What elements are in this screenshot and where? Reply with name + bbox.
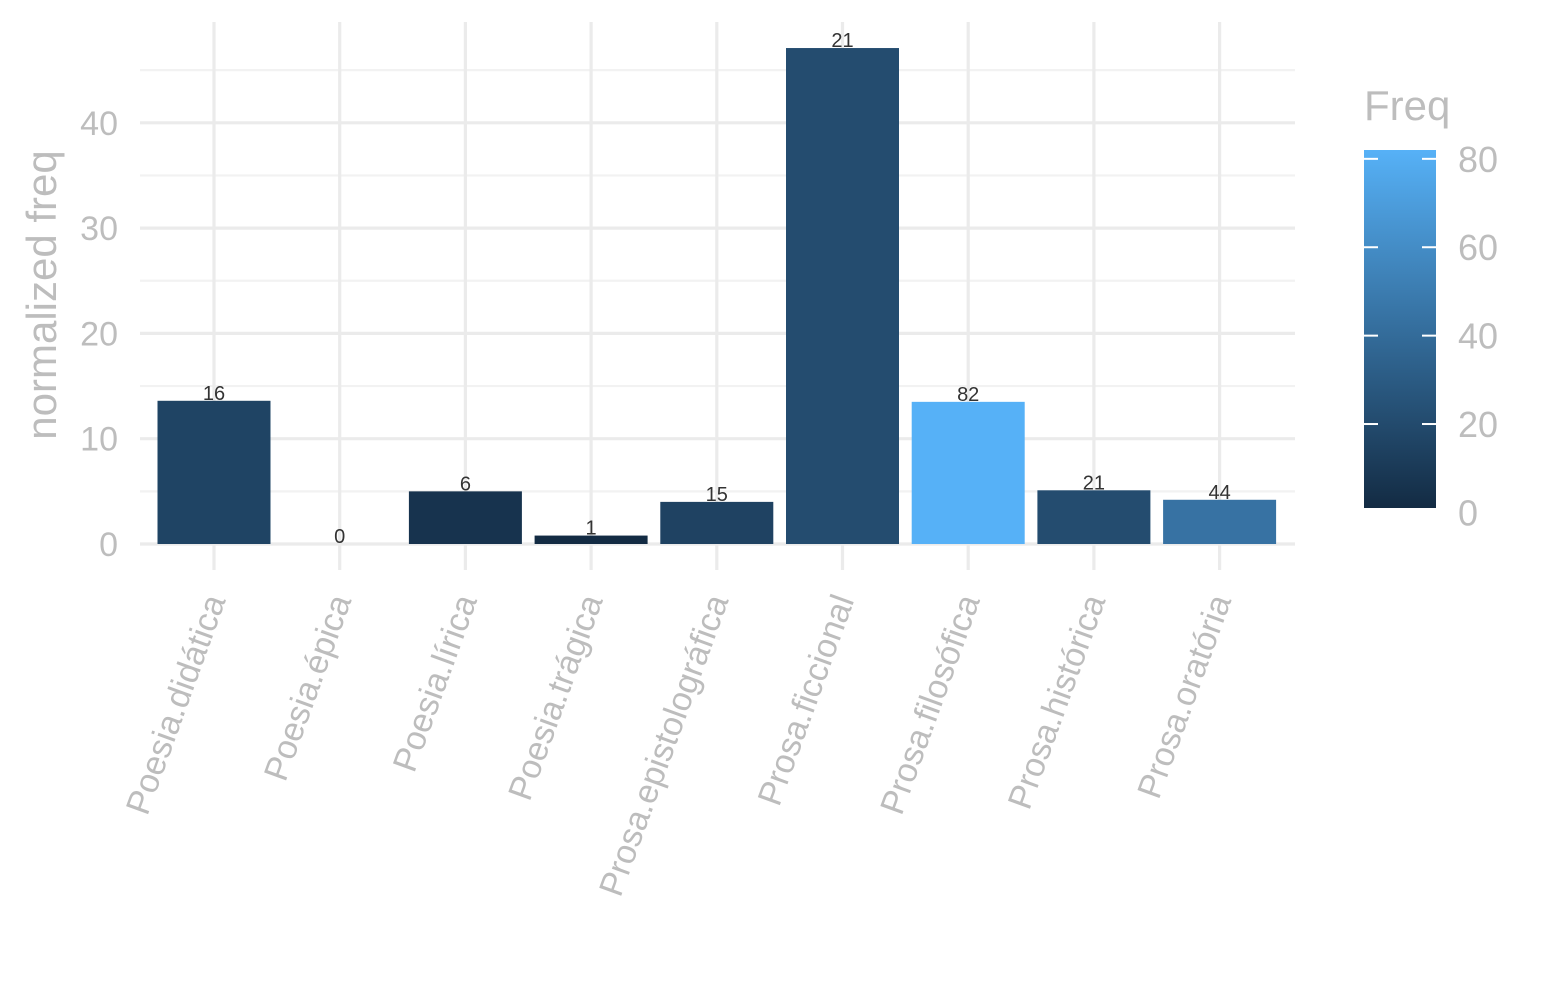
- bar: [157, 400, 271, 544]
- bar: [408, 491, 522, 544]
- x-tick-label: Prosa.histórica: [1001, 590, 1114, 814]
- bar: [1037, 490, 1151, 544]
- y-tick-label: 0: [99, 526, 118, 564]
- bar-data-label: 82: [957, 384, 979, 406]
- x-tick-label: Poesia.lírica: [386, 590, 485, 777]
- x-tick-label: Poesia.trágica: [501, 590, 610, 806]
- color-legend: Freq 0 20 40 60 80: [1364, 82, 1498, 533]
- bar-data-label: 44: [1208, 482, 1230, 504]
- x-axis: Poesia.didática Poesia.épica Poesia.lírica…: [119, 590, 1239, 901]
- bar-data-label: 15: [706, 484, 728, 506]
- bar-data-label: 16: [203, 383, 225, 405]
- bar: [1163, 499, 1277, 544]
- bar-data-label: 0: [334, 526, 345, 548]
- bar-data-label: 6: [460, 473, 471, 495]
- x-tick-label: Poesia.didática: [119, 590, 234, 820]
- y-axis: 0 10 20 30 40: [80, 105, 118, 564]
- bars: [157, 48, 1277, 545]
- x-tick-label: Prosa.ficcional: [751, 590, 862, 811]
- bar: [534, 535, 648, 544]
- bar: [911, 401, 1025, 544]
- x-tick-label: Prosa.epistolográfica: [592, 590, 736, 901]
- legend-tick-label: 20: [1458, 404, 1498, 445]
- bar: [660, 501, 774, 544]
- y-tick-label: 20: [80, 315, 118, 353]
- legend-tick-label: 0: [1458, 492, 1478, 533]
- legend-tick-label: 40: [1458, 316, 1498, 357]
- bar: [786, 48, 899, 545]
- bar-data-label: 1: [586, 518, 597, 540]
- y-tick-label: 10: [80, 421, 118, 459]
- y-axis-title: normalized freq: [18, 150, 65, 439]
- legend-colorbar: [1364, 150, 1436, 508]
- legend-tick-label: 60: [1458, 227, 1498, 268]
- bar-data-label: 21: [831, 30, 853, 52]
- y-tick-label: 30: [80, 210, 118, 248]
- bar-data-label: 21: [1083, 472, 1105, 494]
- x-tick-label: Prosa.oratória: [1130, 590, 1239, 804]
- legend-tick-label: 80: [1458, 139, 1498, 180]
- legend-title: Freq: [1364, 82, 1450, 129]
- data-labels: 16 0 6 1 15 21 82 21 44: [203, 30, 1231, 548]
- x-tick-label: Poesia.épica: [257, 590, 359, 786]
- x-tick-label: Prosa.filosófica: [873, 590, 988, 820]
- y-tick-label: 40: [80, 105, 118, 143]
